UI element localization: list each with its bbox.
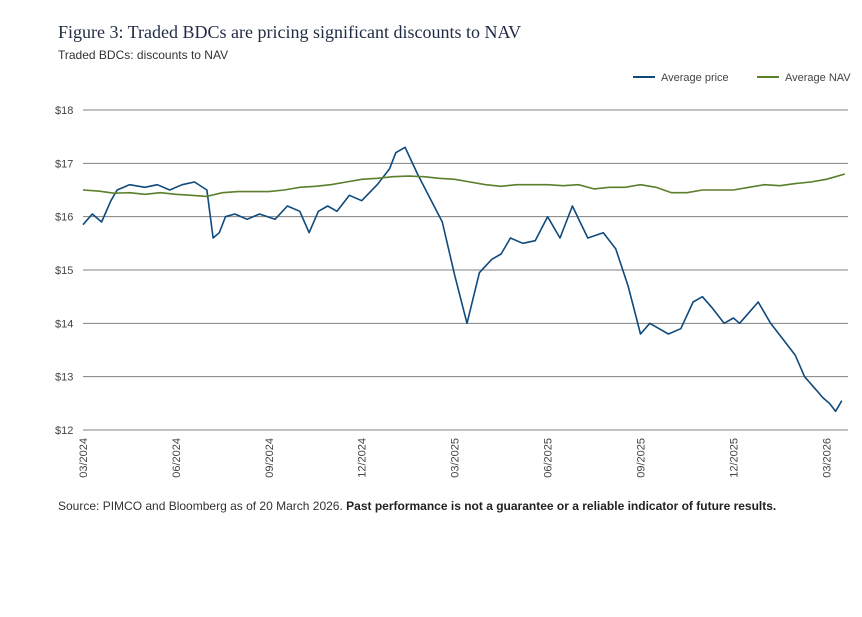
source-text: Source: PIMCO and Bloomberg as of 20 Mar… xyxy=(58,499,347,513)
y-tick-label: $16 xyxy=(55,212,73,224)
x-tick-label: 03/2025 xyxy=(450,438,462,478)
line-chart: $12 $13 $14 $15 $16 $17 $18 03/2024 06/2024 09/20… xyxy=(55,72,851,478)
x-tick-label: 12/2024 xyxy=(357,438,369,478)
figure-title: Figure 3: Traded BDCs are pricing signif… xyxy=(58,22,522,42)
y-tick-label: $13 xyxy=(55,372,73,384)
x-tick-label: 06/2024 xyxy=(171,438,183,478)
y-tick-label: $14 xyxy=(55,318,73,330)
disclaimer-text: Past performance is not a guarantee or a… xyxy=(346,499,777,513)
x-tick-label: 09/2025 xyxy=(635,438,647,478)
figure-subtitle: Traded BDCs: discounts to NAV xyxy=(58,48,229,62)
x-tick-label: 06/2025 xyxy=(543,438,555,478)
legend-average-price-label: Average price xyxy=(661,72,729,84)
y-tick-label: $15 xyxy=(55,265,73,277)
average-price-line xyxy=(82,146,843,413)
y-tick-label: $18 xyxy=(55,105,73,117)
legend-average-nav-label: Average NAV xyxy=(785,72,851,84)
y-tick-label: $12 xyxy=(55,425,73,437)
x-tick-label: 09/2024 xyxy=(264,438,276,478)
average-nav-line xyxy=(82,173,846,198)
x-tick-label: 03/2024 xyxy=(78,438,90,478)
y-tick-label: $17 xyxy=(55,158,73,170)
source-note: Source: PIMCO and Bloomberg as of 20 Mar… xyxy=(58,499,776,513)
x-tick-label: 03/2026 xyxy=(821,438,833,478)
x-tick-label: 12/2025 xyxy=(728,438,740,478)
